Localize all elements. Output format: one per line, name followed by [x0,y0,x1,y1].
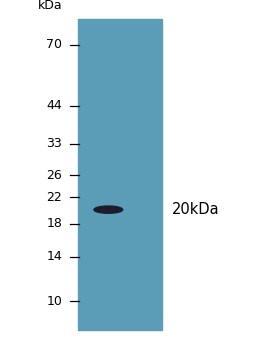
Text: 14: 14 [46,250,62,263]
Bar [78,19,162,331]
Text: 18: 18 [46,217,62,230]
Text: 44: 44 [46,99,62,112]
Text: 20kDa: 20kDa [172,202,220,217]
Text: 33: 33 [46,137,62,150]
Text: 22: 22 [46,191,62,204]
Text: kDa: kDa [38,0,62,12]
Text: 70: 70 [46,38,62,51]
Text: 26: 26 [46,168,62,182]
Ellipse shape [94,206,123,213]
Text: 10: 10 [46,295,62,308]
